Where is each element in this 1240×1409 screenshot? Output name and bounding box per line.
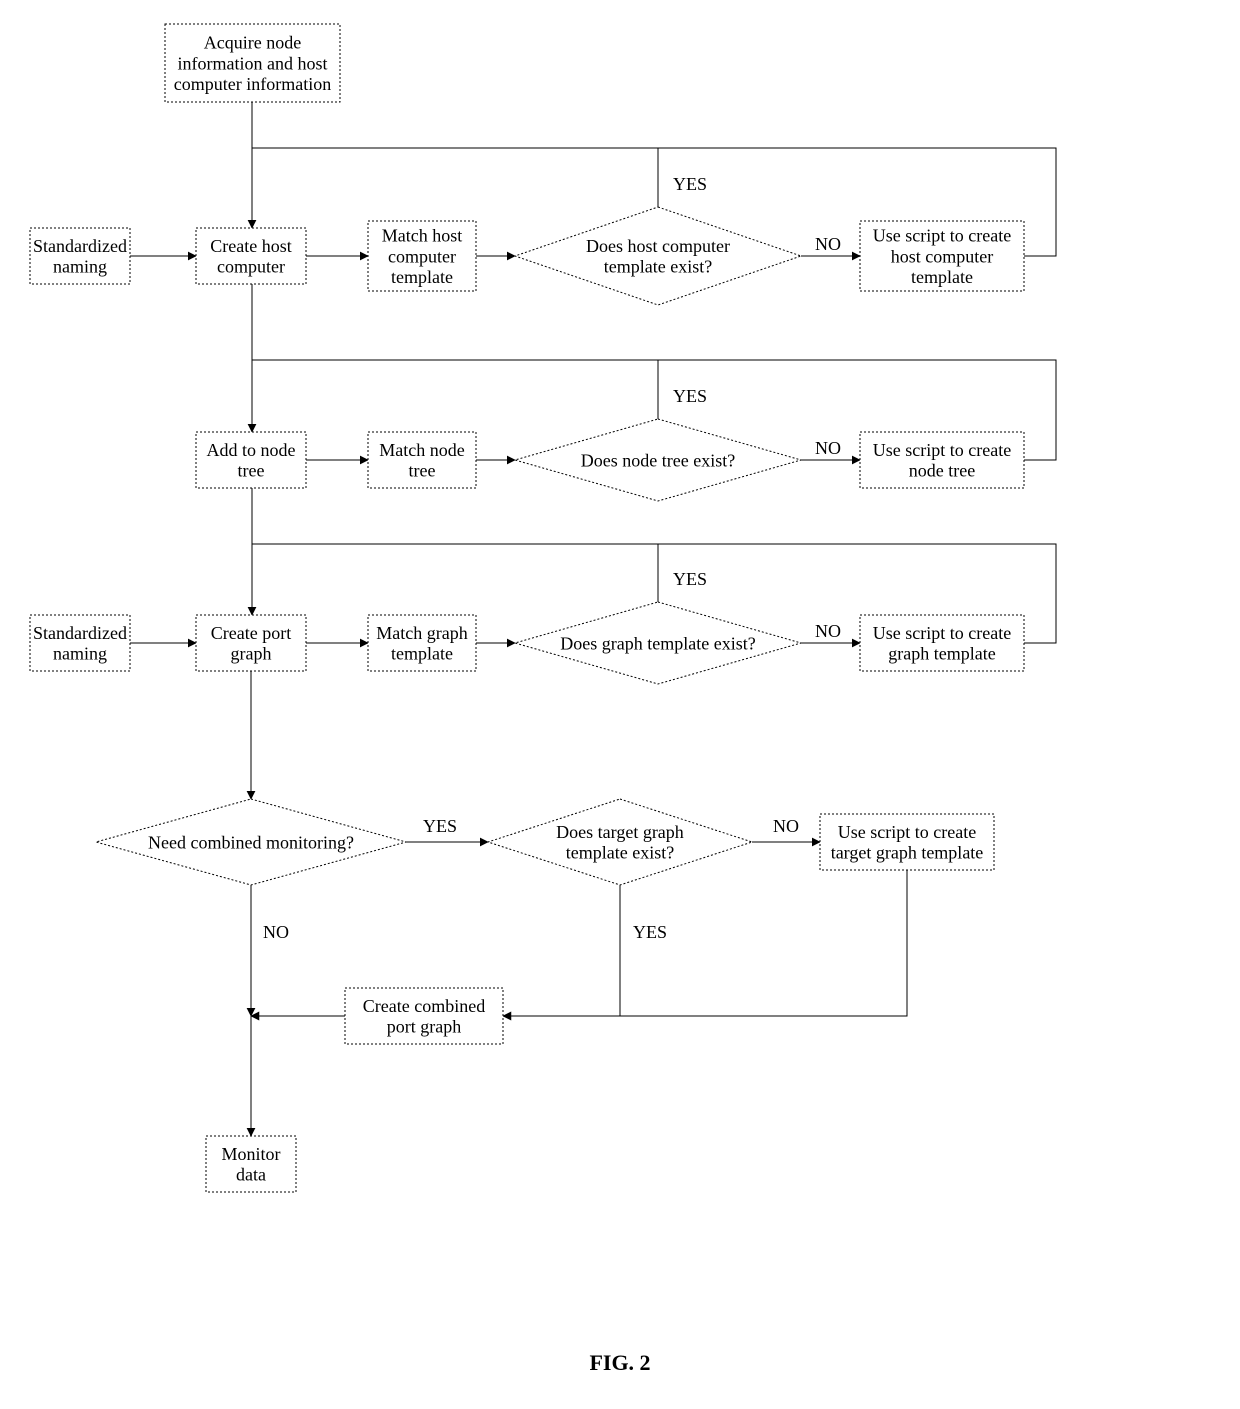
node-monitor: Monitordata bbox=[206, 1136, 296, 1192]
edge-label: YES bbox=[423, 816, 457, 836]
node-d_target_tpl: Does target graphtemplate exist? bbox=[488, 799, 752, 885]
node-text: Create hostcomputer bbox=[210, 236, 291, 277]
node-std2: Standardizednaming bbox=[30, 615, 130, 671]
edge-label: NO bbox=[815, 621, 841, 641]
node-match_host_tpl: Match hostcomputertemplate bbox=[368, 221, 476, 291]
node-d_node_tree: Does node tree exist? bbox=[515, 419, 801, 501]
figure-caption: FIG. 2 bbox=[589, 1350, 650, 1375]
nodes-group: Acquire nodeinformation and hostcomputer… bbox=[30, 24, 1024, 1192]
node-match_node_tree: Match nodetree bbox=[368, 432, 476, 488]
node-script_host_tpl: Use script to createhost computertemplat… bbox=[860, 221, 1024, 291]
node-d_graph_tpl: Does graph template exist? bbox=[515, 602, 801, 684]
node-text: Does node tree exist? bbox=[581, 450, 735, 470]
node-match_graph_tpl: Match graphtemplate bbox=[368, 615, 476, 671]
edge-label: NO bbox=[263, 922, 289, 942]
node-create_combined: Create combinedport graph bbox=[345, 988, 503, 1044]
edge bbox=[252, 360, 658, 432]
node-text: Use script to createtarget graph templat… bbox=[831, 822, 984, 863]
edge-label: YES bbox=[673, 569, 707, 589]
node-text: Match hostcomputertemplate bbox=[382, 226, 463, 287]
node-add_node_tree: Add to nodetree bbox=[196, 432, 306, 488]
edge-label: YES bbox=[673, 386, 707, 406]
node-text: Does target graphtemplate exist? bbox=[556, 822, 684, 863]
edge-label: NO bbox=[773, 816, 799, 836]
node-script_node_tree: Use script to createnode tree bbox=[860, 432, 1024, 488]
node-text: Need combined monitoring? bbox=[148, 832, 354, 852]
flowchart-canvas: NO YES NO YES NO YES YES NO NO YES Acquire nodeinf… bbox=[0, 0, 1240, 1409]
edge-label: NO bbox=[815, 234, 841, 254]
node-text: Does graph template exist? bbox=[560, 633, 755, 653]
node-script_graph_tpl: Use script to creategraph template bbox=[860, 615, 1024, 671]
node-text: Does host computertemplate exist? bbox=[586, 236, 730, 277]
edge bbox=[503, 885, 620, 1016]
edge bbox=[620, 870, 907, 1016]
node-d_host_tpl: Does host computertemplate exist? bbox=[515, 207, 801, 305]
node-acquire: Acquire nodeinformation and hostcomputer… bbox=[165, 24, 340, 102]
node-create_host: Create hostcomputer bbox=[196, 228, 306, 284]
edge bbox=[252, 544, 658, 615]
edge-label: YES bbox=[673, 174, 707, 194]
edge-label: NO bbox=[815, 438, 841, 458]
node-script_target_tpl: Use script to createtarget graph templat… bbox=[820, 814, 994, 870]
edge-label: YES bbox=[633, 922, 667, 942]
node-std1: Standardizednaming bbox=[30, 228, 130, 284]
node-create_port_graph: Create portgraph bbox=[196, 615, 306, 671]
node-d_need_combined: Need combined monitoring? bbox=[96, 799, 406, 885]
node-text: Use script to creategraph template bbox=[873, 623, 1011, 664]
edge bbox=[252, 148, 658, 228]
